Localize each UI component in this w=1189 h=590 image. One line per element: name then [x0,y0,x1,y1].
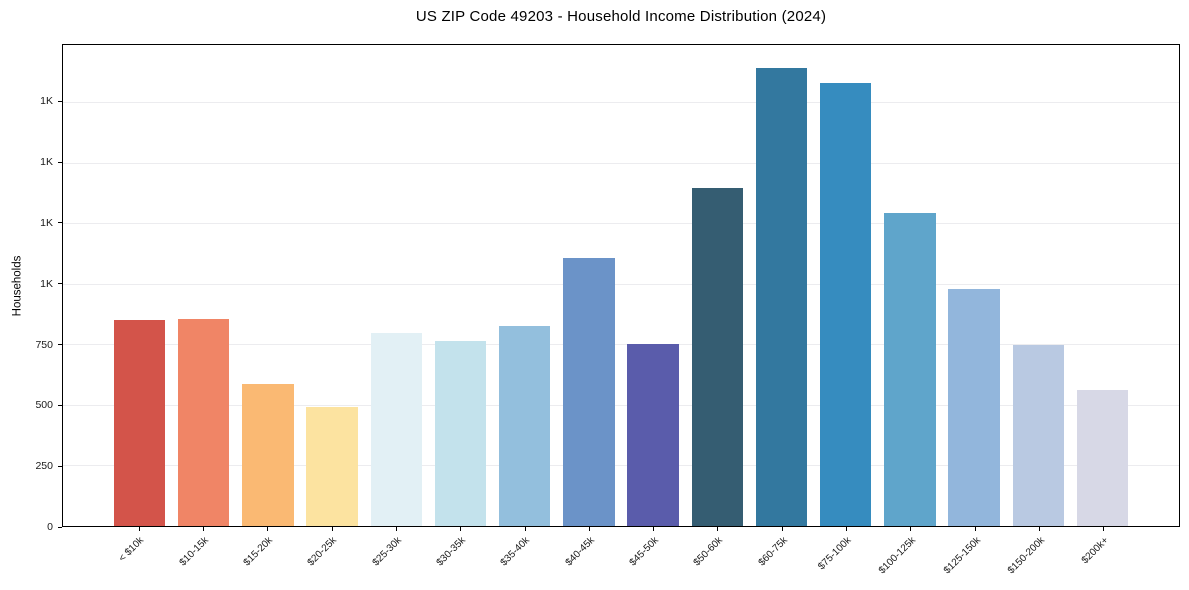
gridline-1500 [63,162,1179,164]
x-tick-mark [910,527,912,531]
gridline-1250 [63,223,1179,225]
x-tick-label-45-50k: $45-50k [627,535,661,569]
x-tick-label-150-200k: $150-200k [1005,535,1047,577]
x-tick-label-30-35k: $30-35k [434,535,468,569]
x-tick-label-75-100k: $75-100k [816,535,854,573]
x-tick-mark [202,527,204,531]
x-tick-mark [974,527,976,531]
x-tick-mark [846,527,848,531]
bar-10-15k [177,318,230,526]
bar-45-50k [627,344,679,526]
x-tick-mark [588,527,590,531]
y-tick-mark [58,100,62,102]
bar-10k [113,320,166,526]
bar-150-200k [1012,345,1065,526]
bar-15-20k [242,384,294,526]
y-tick-1500: 1K [40,156,62,168]
y-tick-mark [58,526,62,528]
bar-75-100k [820,82,872,526]
x-tick-label-35-40k: $35-40k [498,535,533,569]
x-tick-mark [267,527,269,531]
y-tick-label: 500 [35,399,53,412]
y-tick-label: 250 [35,460,53,473]
x-tick-label-200k: $200k+ [1080,535,1112,567]
bar-200k [1076,390,1129,526]
bar-60-75k [755,68,808,526]
x-tick-label-50-60k: $50-60k [691,535,726,569]
y-tick-0: 0 [47,521,62,533]
x-tick-label-60-75k: $60-75k [756,535,790,569]
x-tick-mark [395,527,397,531]
x-tick-mark [331,527,333,531]
y-tick-1000: 1K [40,278,62,290]
y-tick-label: 1K [40,277,53,290]
plot-area [62,44,1180,527]
y-tick-250: 250 [35,460,62,472]
x-tick-label-125-150k: $125-150k [941,535,983,577]
y-tick-mark [58,283,62,285]
bar-35-40k [498,326,551,526]
y-tick-mark [58,161,62,163]
gridline-250 [63,465,1179,467]
x-tick-mark [138,527,140,531]
x-tick-mark [717,527,719,531]
y-tick-mark [58,344,62,345]
bars-layer [63,45,1179,526]
x-tick-label-25-30k: $25-30k [370,535,404,569]
x-axis-ticks: < $10k $10-15k $15-20k $20-25k $25-30k $30-35… [62,527,1180,589]
bar-100-125k [884,213,936,526]
y-tick-mark [58,465,62,467]
x-tick-mark [1103,527,1105,531]
x-tick-mark [1039,527,1041,531]
x-tick-label-10-15k: $10-15k [177,535,211,569]
x-tick-mark [524,527,526,531]
y-tick-label: 750 [35,338,53,351]
x-tick-label-20-25k: $20-25k [305,535,340,569]
gridline-500 [63,404,1179,406]
bar-125-150k [948,288,1000,526]
bar-20-25k [306,407,358,526]
gridlines-layer [63,45,1179,526]
bar-40-45k [563,258,615,526]
y-tick-500: 500 [35,399,62,411]
y-tick-label: 1K [40,216,53,229]
x-tick-mark [460,527,462,531]
chart-title: US ZIP Code 49203 - Household Income Dis… [415,8,827,25]
gridline-1000 [63,283,1179,285]
bar-30-35k [434,340,487,526]
y-tick-mark [58,404,62,406]
x-tick-mark [781,527,783,531]
x-tick-label-10k: < $10k [117,535,147,565]
y-tick-1250: 1K [40,217,62,229]
bar-50-60k [691,187,743,526]
x-tick-label-40-45k: $40-45k [563,535,597,569]
y-tick-label: 1K [40,95,53,108]
y-axis-ticks: 0 250 500 750 1K 1K 1K 1K [0,44,62,533]
y-tick-750: 750 [35,339,62,351]
x-tick-label-100-125k: $100-125k [877,535,919,577]
gridline-1750 [63,101,1179,103]
y-tick-label: 1K [40,156,53,168]
x-tick-mark [653,527,655,531]
gridline-750 [63,344,1179,346]
x-tick-label-15-20k: $15-20k [241,535,275,569]
y-tick-mark [58,222,62,224]
y-tick-label: 0 [47,521,53,533]
y-tick-1750: 1K [40,95,62,107]
bar-25-30k [370,333,422,526]
